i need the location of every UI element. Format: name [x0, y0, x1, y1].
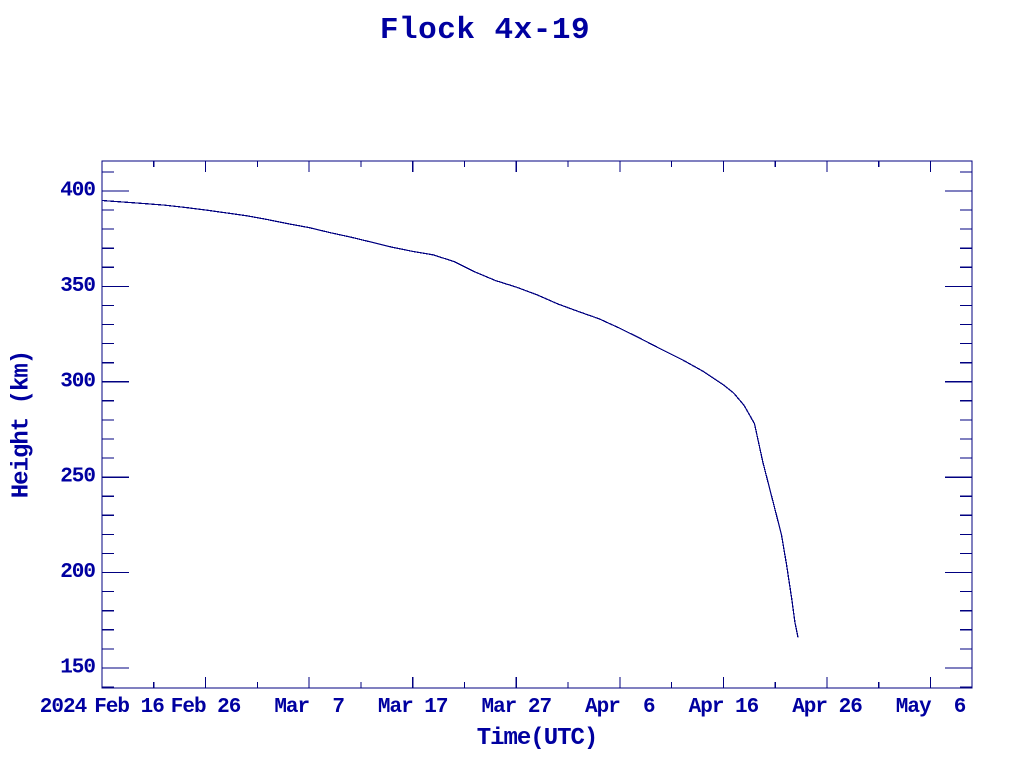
height-decay-curve: [101, 199, 799, 638]
y-axis-title: Height (km): [9, 351, 36, 498]
y-tick-label: 300: [60, 370, 95, 393]
y-tick-label: 350: [60, 275, 95, 298]
plot-frame: [101, 160, 973, 689]
x-major-ticks: [101, 161, 932, 688]
x-tick-label: Mar 27: [481, 696, 551, 719]
x-axis-title: Time(UTC): [477, 725, 598, 752]
x-axis-year-label: 2024: [40, 696, 87, 719]
y-tick-label: 150: [60, 656, 95, 679]
y-major-ticks: [102, 190, 972, 669]
x-tick-label: Feb 26: [171, 696, 241, 719]
x-tick-label: Apr 6: [585, 696, 655, 719]
x-minor-ticks: [153, 161, 880, 688]
x-tick-label: Apr 26: [792, 696, 862, 719]
y-tick-label: 400: [60, 179, 95, 202]
y-tick-label: 250: [60, 466, 95, 489]
x-tick-label: Mar 7: [274, 696, 344, 719]
x-tick-label: Apr 16: [689, 696, 759, 719]
y-tick-label: 200: [60, 561, 95, 584]
y-minor-ticks: [102, 171, 972, 688]
x-tick-label: Feb 16: [94, 696, 164, 719]
x-tick-label: May 6: [896, 696, 966, 719]
chart-title: Flock 4x-19: [379, 13, 591, 48]
x-tick-label: Mar 17: [378, 696, 448, 719]
